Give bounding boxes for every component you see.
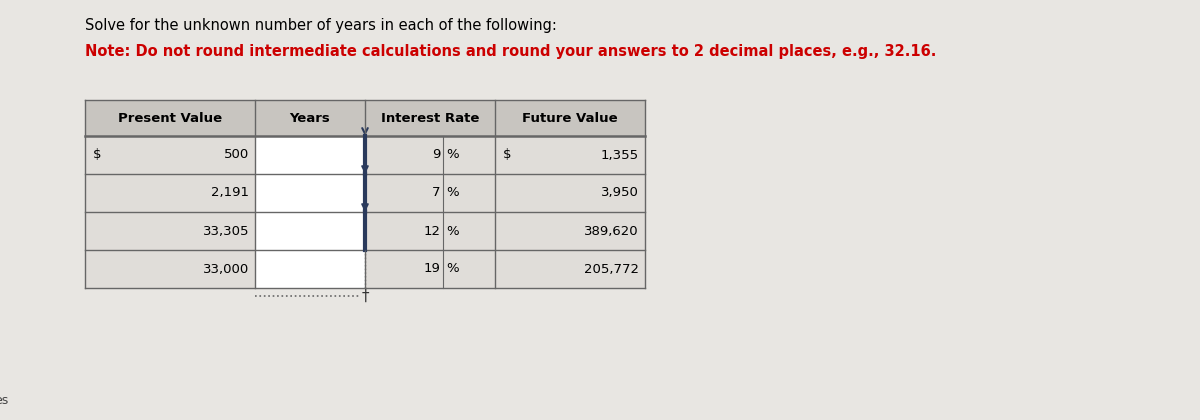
Text: Note: Do not round intermediate calculations and round your answers to 2 decimal: Note: Do not round intermediate calculat…: [85, 44, 936, 59]
Bar: [85, 100, 646, 136]
Text: $: $: [94, 149, 102, 162]
Bar: [496, 250, 646, 288]
Bar: [365, 212, 494, 250]
Bar: [496, 136, 646, 174]
Text: 33,305: 33,305: [203, 225, 250, 237]
Bar: [496, 212, 646, 250]
Text: 500: 500: [223, 149, 250, 162]
Text: †: †: [361, 289, 368, 304]
Bar: [85, 250, 256, 288]
Bar: [256, 136, 365, 174]
Text: 2,191: 2,191: [211, 186, 250, 199]
Text: 389,620: 389,620: [584, 225, 640, 237]
Text: $: $: [503, 149, 511, 162]
Bar: [365, 250, 494, 288]
Bar: [256, 250, 365, 288]
Bar: [496, 174, 646, 212]
Bar: [85, 174, 256, 212]
Text: %: %: [446, 225, 460, 237]
Text: Years: Years: [289, 111, 330, 124]
Text: 9: 9: [432, 149, 440, 162]
Text: 1,355: 1,355: [601, 149, 640, 162]
Text: 3,950: 3,950: [601, 186, 640, 199]
Text: Present Value: Present Value: [118, 111, 222, 124]
Text: 12: 12: [424, 225, 440, 237]
Bar: [85, 136, 256, 174]
Text: 19: 19: [424, 262, 440, 276]
Bar: [365, 136, 494, 174]
Bar: [256, 212, 365, 250]
Text: es: es: [0, 394, 8, 407]
Bar: [85, 212, 256, 250]
Text: %: %: [446, 149, 460, 162]
Text: %: %: [446, 186, 460, 199]
Text: 7: 7: [432, 186, 440, 199]
Bar: [365, 174, 494, 212]
Text: %: %: [446, 262, 460, 276]
Text: Future Value: Future Value: [522, 111, 618, 124]
Text: Interest Rate: Interest Rate: [380, 111, 479, 124]
Text: Solve for the unknown number of years in each of the following:: Solve for the unknown number of years in…: [85, 18, 557, 33]
Text: 33,000: 33,000: [203, 262, 250, 276]
Bar: [256, 174, 365, 212]
Text: 205,772: 205,772: [584, 262, 640, 276]
